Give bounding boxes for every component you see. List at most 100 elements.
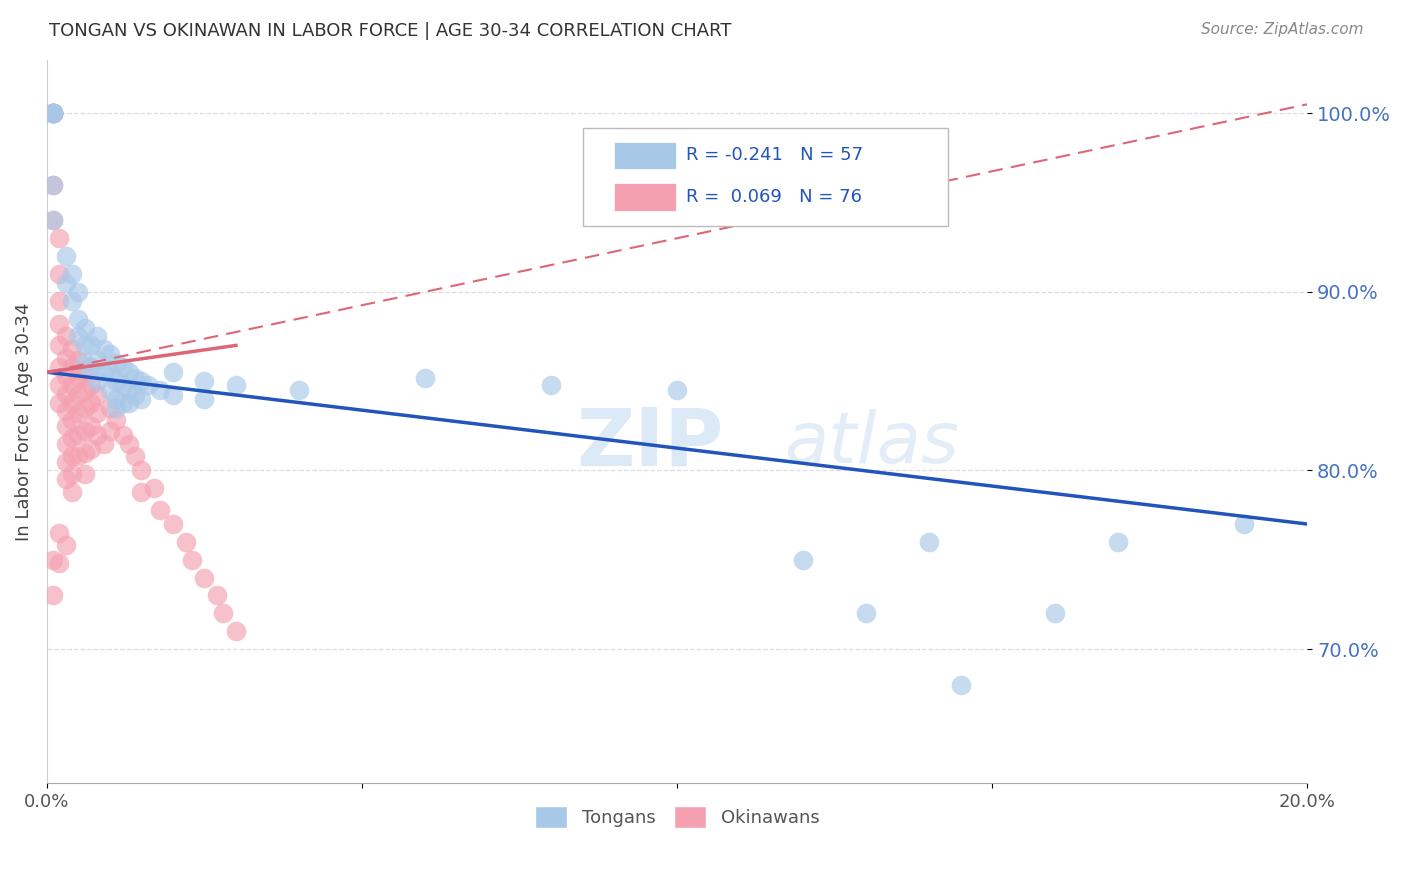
Point xyxy=(55,249,77,263)
Point xyxy=(55,386,77,401)
Point xyxy=(86,427,108,442)
Point xyxy=(67,427,90,442)
Point xyxy=(42,178,65,192)
Point xyxy=(118,383,141,397)
Point xyxy=(73,445,96,459)
Point xyxy=(60,267,83,281)
Point xyxy=(86,388,108,402)
Point xyxy=(67,406,90,420)
Point xyxy=(73,467,96,481)
Point xyxy=(93,342,115,356)
Point xyxy=(48,231,70,245)
Point xyxy=(42,106,65,120)
Point xyxy=(93,365,115,379)
Point xyxy=(80,418,103,433)
Point xyxy=(42,213,65,227)
Point xyxy=(118,395,141,409)
Point xyxy=(86,352,108,367)
Point xyxy=(792,553,814,567)
FancyBboxPatch shape xyxy=(614,142,676,169)
Point xyxy=(42,106,65,120)
Text: atlas: atlas xyxy=(785,409,959,477)
Point xyxy=(98,383,121,397)
Point xyxy=(1107,535,1129,549)
Point xyxy=(105,392,128,406)
Point xyxy=(111,377,134,392)
Point xyxy=(48,317,70,331)
Point xyxy=(93,436,115,450)
Point xyxy=(42,106,65,120)
Point xyxy=(80,359,103,374)
Point xyxy=(67,311,90,326)
Point xyxy=(73,338,96,352)
Point xyxy=(105,374,128,388)
FancyBboxPatch shape xyxy=(614,183,676,211)
Point xyxy=(212,607,235,621)
Text: TONGAN VS OKINAWAN IN LABOR FORCE | AGE 30-34 CORRELATION CHART: TONGAN VS OKINAWAN IN LABOR FORCE | AGE … xyxy=(49,22,731,40)
Point xyxy=(225,377,247,392)
Point xyxy=(55,436,77,450)
Point xyxy=(42,106,65,120)
Point xyxy=(48,377,70,392)
Text: R = -0.241   N = 57: R = -0.241 N = 57 xyxy=(686,146,863,164)
Point xyxy=(60,395,83,409)
Text: ZIP: ZIP xyxy=(576,404,724,482)
Point xyxy=(86,329,108,343)
Point xyxy=(98,424,121,438)
Point xyxy=(98,365,121,379)
Point xyxy=(60,377,83,392)
Point xyxy=(105,401,128,415)
Point xyxy=(55,539,77,553)
Point xyxy=(60,467,83,481)
Point xyxy=(180,553,202,567)
Point xyxy=(949,678,972,692)
Point xyxy=(149,502,172,516)
Point xyxy=(80,442,103,456)
Point xyxy=(131,392,153,406)
Point xyxy=(42,106,65,120)
Point xyxy=(55,351,77,365)
Point xyxy=(131,484,153,499)
Point xyxy=(67,352,90,367)
Point xyxy=(86,374,108,388)
Point xyxy=(48,338,70,352)
Point xyxy=(98,401,121,415)
Point xyxy=(136,377,159,392)
Point xyxy=(42,106,65,120)
Point xyxy=(48,267,70,281)
Point xyxy=(42,553,65,567)
Point xyxy=(118,365,141,379)
Point xyxy=(73,401,96,415)
Point xyxy=(67,370,90,384)
Point xyxy=(80,338,103,352)
Text: Source: ZipAtlas.com: Source: ZipAtlas.com xyxy=(1201,22,1364,37)
Point xyxy=(143,481,166,495)
Point xyxy=(162,388,184,402)
Point xyxy=(288,383,311,397)
Point xyxy=(60,342,83,356)
Point xyxy=(111,359,134,374)
Point xyxy=(413,370,436,384)
Point xyxy=(124,449,146,463)
Point xyxy=(131,463,153,477)
Point xyxy=(162,365,184,379)
Point xyxy=(42,178,65,192)
Point xyxy=(124,388,146,402)
Point xyxy=(48,359,70,374)
Point xyxy=(55,276,77,290)
Point xyxy=(111,427,134,442)
Point xyxy=(855,607,877,621)
Point xyxy=(42,213,65,227)
Point xyxy=(918,535,941,549)
Point xyxy=(149,383,172,397)
Y-axis label: In Labor Force | Age 30-34: In Labor Force | Age 30-34 xyxy=(15,302,32,541)
Point xyxy=(60,359,83,374)
Point xyxy=(60,413,83,427)
Point xyxy=(105,413,128,427)
Point xyxy=(98,347,121,361)
Point xyxy=(86,406,108,420)
Point xyxy=(162,516,184,531)
Text: R =  0.069   N = 76: R = 0.069 N = 76 xyxy=(686,188,862,206)
Point xyxy=(42,106,65,120)
Point xyxy=(80,395,103,409)
